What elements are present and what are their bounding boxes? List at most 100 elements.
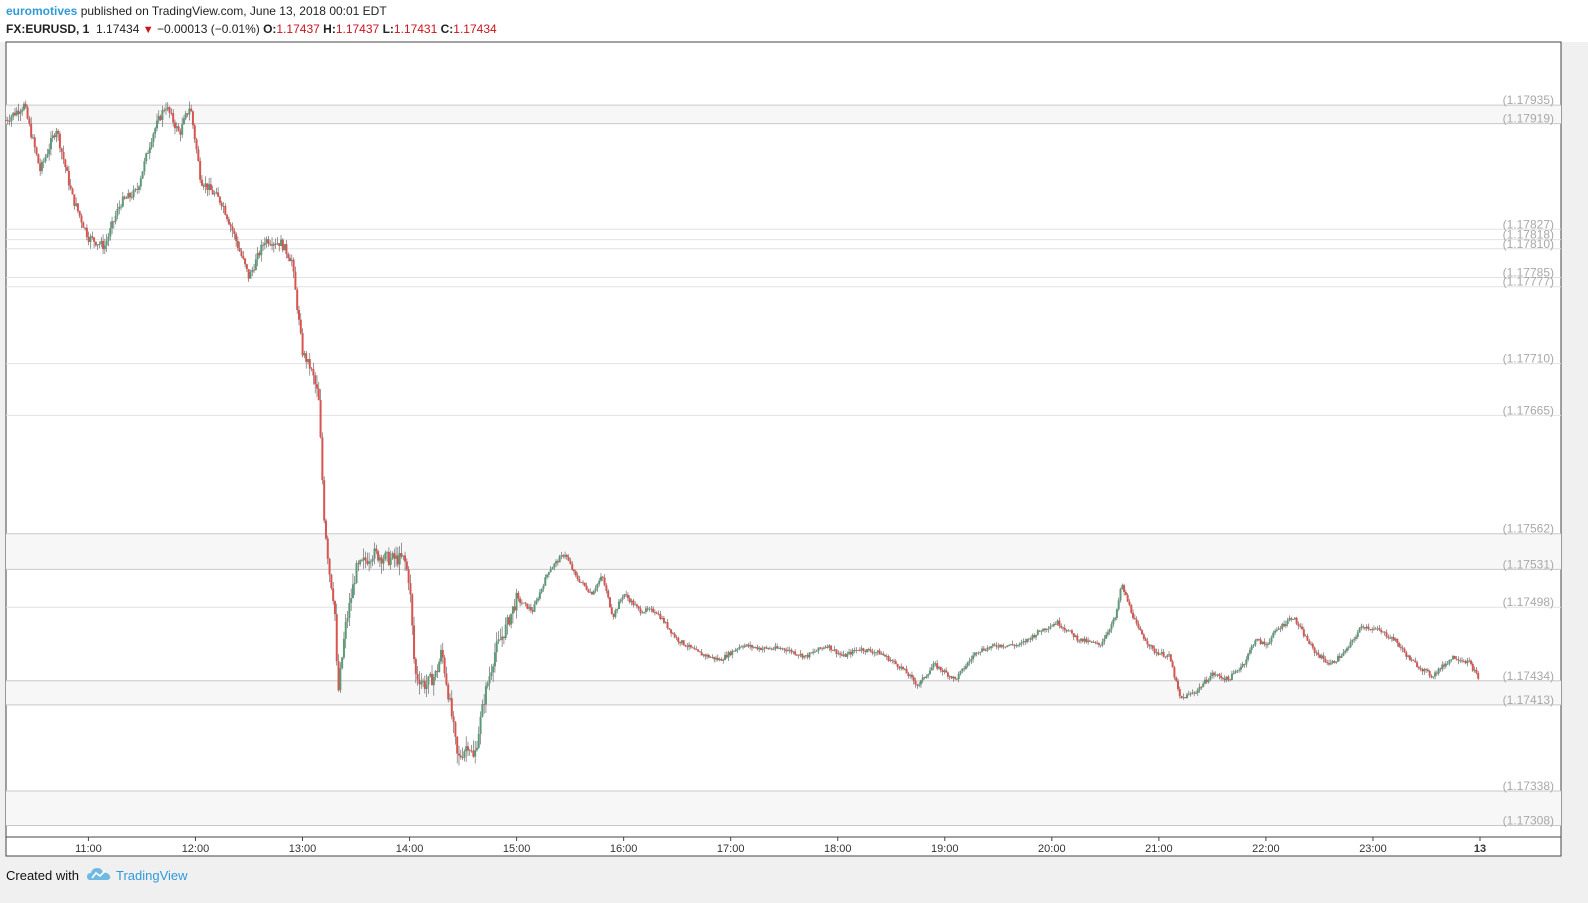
candle-up: [254, 259, 257, 270]
candle-down: [123, 196, 126, 199]
price-change: −0.00013 (−0.01%): [156, 22, 260, 36]
candle-down: [236, 240, 239, 248]
candle-up: [768, 648, 771, 650]
candle-down: [1412, 659, 1415, 661]
candle-down: [217, 192, 220, 197]
candle-down: [1061, 627, 1064, 629]
candle-down: [844, 654, 847, 657]
candle-down: [1369, 629, 1372, 630]
high-label: H:: [323, 22, 336, 36]
candle-down: [91, 236, 94, 238]
candle-down: [1033, 635, 1036, 638]
candle-up: [1448, 659, 1451, 664]
candle-down: [1132, 612, 1135, 619]
candle-up: [1342, 652, 1345, 656]
candle-down: [605, 585, 608, 591]
candle-up: [592, 591, 595, 595]
candle-down: [292, 259, 295, 272]
candle-up: [127, 193, 130, 199]
candle-down: [607, 590, 610, 598]
candle-down: [1464, 661, 1467, 664]
candle-down: [1322, 655, 1325, 660]
candle-down: [414, 658, 417, 674]
candle-up: [589, 591, 592, 593]
candle-up: [909, 674, 912, 677]
candle-up: [1286, 620, 1289, 625]
candle-down: [639, 608, 642, 613]
candle-up: [1345, 648, 1348, 651]
candle-up: [1256, 639, 1259, 641]
candle-down: [1290, 618, 1293, 620]
candle-down: [1078, 640, 1081, 642]
candle-up: [384, 552, 387, 560]
candle-up: [873, 652, 876, 654]
candle-down: [454, 722, 457, 737]
candle-down: [418, 679, 421, 685]
candle-down: [247, 269, 250, 279]
candle-up: [497, 639, 500, 642]
candle-down: [1405, 652, 1408, 657]
author-link[interactable]: euromotives: [6, 4, 78, 18]
candle-down: [695, 649, 698, 651]
x-tick-label: 17:00: [717, 843, 745, 855]
candle-down: [767, 647, 770, 649]
candle-up: [1331, 660, 1334, 664]
candle-down: [1416, 662, 1419, 668]
price-chart[interactable]: (1.17935)(1.17919)(1.17827)(1.17818)(1.1…: [0, 0, 1588, 860]
candle-up: [1410, 659, 1413, 661]
footer: Created with TradingView: [0, 860, 1588, 903]
candle-up: [1115, 609, 1118, 618]
candle-up: [495, 641, 498, 653]
candle-down: [939, 666, 942, 671]
candle-down: [1146, 641, 1149, 645]
cloud-logo-icon[interactable]: [86, 865, 112, 885]
candle-up: [549, 569, 552, 573]
candle-down: [233, 230, 236, 234]
close-value: 1.17434: [453, 22, 497, 36]
candle-down: [287, 254, 290, 258]
candle-down: [1326, 662, 1329, 664]
tradingview-brand-link[interactable]: TradingView: [116, 868, 188, 883]
candle-up: [10, 116, 13, 122]
candle-up: [1275, 629, 1278, 631]
candle-up: [522, 602, 525, 604]
candle-down: [483, 704, 486, 706]
candle-down: [891, 660, 894, 661]
candle-down: [447, 684, 450, 700]
candle-up: [1281, 623, 1284, 629]
candle-down: [662, 617, 665, 623]
candle-down: [1308, 640, 1311, 644]
candle-up: [1381, 631, 1384, 633]
candle-up: [1203, 679, 1206, 684]
candle-down: [1425, 669, 1428, 670]
candle-up: [386, 552, 389, 553]
candle-down: [673, 633, 676, 638]
candle-down: [770, 648, 773, 650]
candle-up: [885, 656, 888, 657]
candle-down: [1126, 595, 1129, 602]
candle-down: [1302, 629, 1305, 637]
candle-up: [1304, 635, 1307, 637]
candle-up: [222, 205, 225, 207]
candle-up: [812, 651, 815, 653]
candle-up: [488, 676, 491, 684]
candle-up: [1423, 669, 1426, 672]
candle-down: [87, 237, 90, 242]
candle-down: [1453, 656, 1456, 659]
candle-up: [1187, 693, 1190, 695]
candle-down: [1311, 643, 1314, 648]
candle-up: [903, 668, 906, 670]
candle-down: [1362, 626, 1365, 628]
candle-down: [330, 574, 333, 589]
candle-up: [932, 663, 935, 668]
candle-down: [66, 167, 69, 171]
candle-up: [634, 604, 637, 606]
candle-up: [718, 659, 721, 661]
candle-down: [1317, 652, 1320, 655]
candle-down: [1417, 667, 1420, 669]
candle-down: [416, 673, 419, 680]
candle-up: [1365, 626, 1368, 629]
candle-down: [963, 668, 966, 670]
candle-up: [745, 644, 748, 646]
candle-down: [57, 130, 60, 134]
